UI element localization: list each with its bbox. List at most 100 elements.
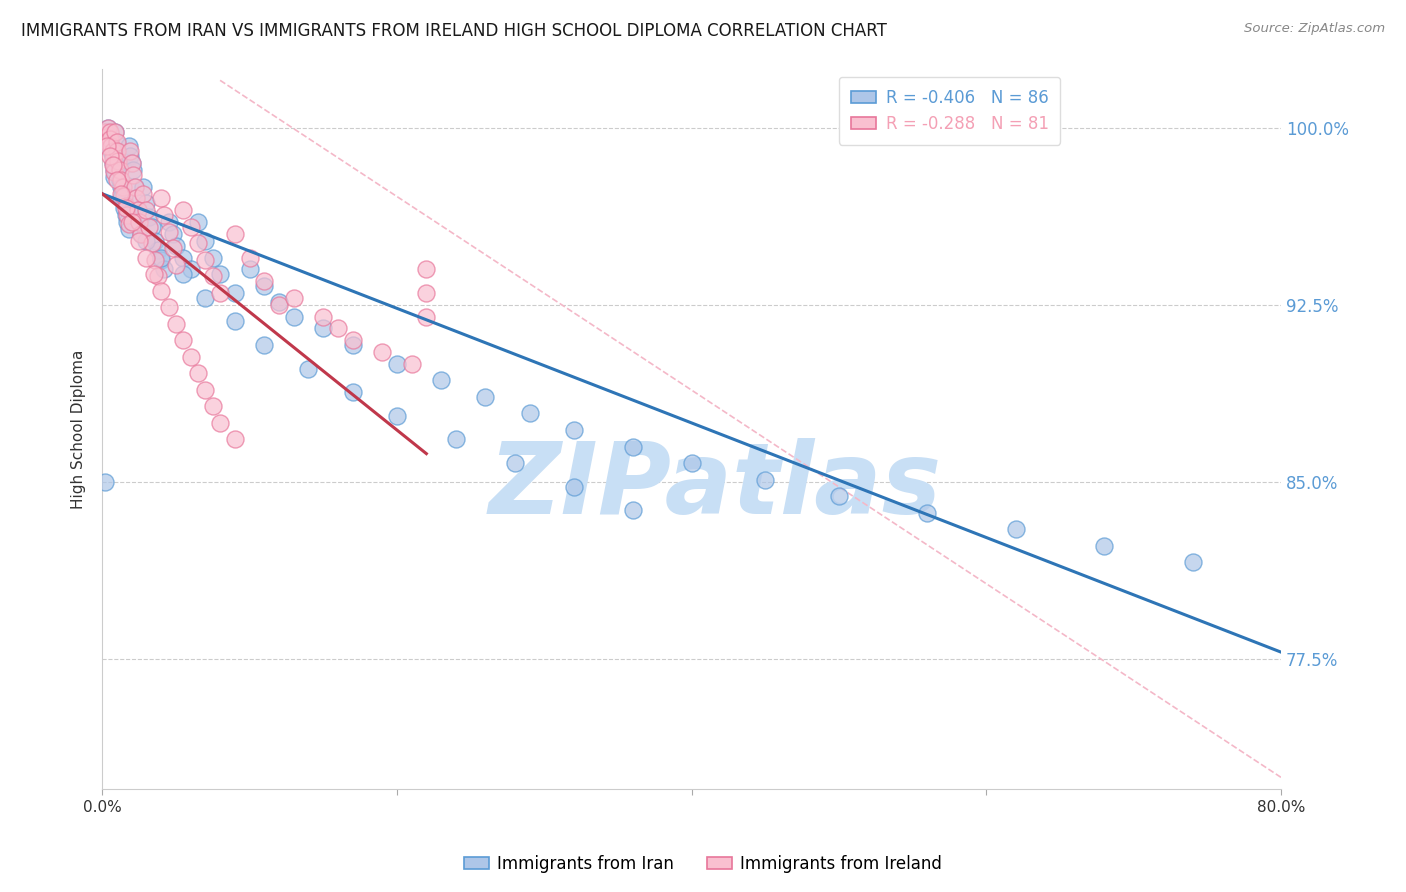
Point xyxy=(135,196,157,211)
Point xyxy=(94,125,117,139)
Text: IMMIGRANTS FROM IRAN VS IMMIGRANTS FROM IRELAND HIGH SCHOOL DIPLOMA CORRELATION : IMMIGRANTS FROM IRAN VS IMMIGRANTS FROM … xyxy=(21,22,887,40)
Point xyxy=(283,291,305,305)
Point xyxy=(96,139,118,153)
Point xyxy=(1181,555,1204,569)
Point xyxy=(917,506,939,520)
Point xyxy=(562,480,585,494)
Point xyxy=(148,269,170,284)
Point xyxy=(621,440,644,454)
Point xyxy=(127,203,149,218)
Point xyxy=(104,125,127,139)
Point xyxy=(224,314,246,328)
Point xyxy=(124,179,146,194)
Point xyxy=(103,158,125,172)
Point xyxy=(172,333,194,347)
Point xyxy=(127,203,149,218)
Point xyxy=(342,385,364,400)
Point xyxy=(108,172,131,186)
Point xyxy=(129,227,152,241)
Point xyxy=(253,338,276,352)
Point xyxy=(141,219,163,234)
Point xyxy=(114,208,136,222)
Point xyxy=(121,156,143,170)
Point xyxy=(98,132,121,146)
Point xyxy=(118,218,141,232)
Point xyxy=(209,416,232,430)
Point xyxy=(150,251,173,265)
Point xyxy=(148,244,170,258)
Point xyxy=(224,433,246,447)
Point xyxy=(103,163,125,178)
Point xyxy=(101,151,124,165)
Point xyxy=(121,215,143,229)
Point xyxy=(180,350,202,364)
Point xyxy=(128,215,150,229)
Point xyxy=(105,149,128,163)
Point xyxy=(187,367,209,381)
Point xyxy=(1092,539,1115,553)
Point xyxy=(415,830,437,844)
Point xyxy=(111,186,134,201)
Point xyxy=(180,219,202,234)
Point xyxy=(828,489,851,503)
Point xyxy=(108,163,131,178)
Point xyxy=(107,156,129,170)
Point xyxy=(96,130,118,145)
Point xyxy=(117,208,139,222)
Point xyxy=(111,179,134,194)
Point xyxy=(101,158,124,172)
Point xyxy=(342,333,364,347)
Point xyxy=(112,201,135,215)
Point xyxy=(172,203,194,218)
Point xyxy=(180,262,202,277)
Point xyxy=(97,120,120,135)
Point xyxy=(326,321,349,335)
Point xyxy=(110,179,132,194)
Point xyxy=(224,227,246,241)
Point xyxy=(110,186,132,201)
Legend: Immigrants from Iran, Immigrants from Ireland: Immigrants from Iran, Immigrants from Ir… xyxy=(457,848,949,880)
Point xyxy=(120,149,142,163)
Point xyxy=(150,252,173,267)
Point xyxy=(385,357,408,371)
Point xyxy=(430,373,453,387)
Point xyxy=(1004,522,1026,536)
Point xyxy=(110,191,132,205)
Point xyxy=(128,234,150,248)
Text: ZIPatlas: ZIPatlas xyxy=(489,438,942,535)
Point xyxy=(114,198,136,212)
Point xyxy=(110,172,132,186)
Point xyxy=(444,433,467,447)
Point xyxy=(681,456,703,470)
Point xyxy=(98,149,121,163)
Point xyxy=(97,120,120,135)
Point xyxy=(135,251,157,265)
Y-axis label: High School Diploma: High School Diploma xyxy=(72,349,86,508)
Point xyxy=(162,227,184,241)
Point xyxy=(297,361,319,376)
Point xyxy=(138,219,160,234)
Point xyxy=(165,317,187,331)
Point xyxy=(201,251,224,265)
Point xyxy=(105,137,128,152)
Point xyxy=(128,215,150,229)
Point xyxy=(138,211,160,225)
Point xyxy=(172,251,194,265)
Point xyxy=(267,295,290,310)
Point xyxy=(107,153,129,168)
Point xyxy=(209,267,232,281)
Point xyxy=(118,139,141,153)
Point xyxy=(142,267,165,281)
Point xyxy=(121,156,143,170)
Point xyxy=(371,345,394,359)
Point xyxy=(415,262,437,277)
Point xyxy=(267,298,290,312)
Point xyxy=(117,215,139,229)
Text: Source: ZipAtlas.com: Source: ZipAtlas.com xyxy=(1244,22,1385,36)
Point xyxy=(157,300,180,314)
Point xyxy=(754,473,776,487)
Point xyxy=(474,390,496,404)
Point xyxy=(342,338,364,352)
Point xyxy=(157,225,180,239)
Point xyxy=(165,238,187,252)
